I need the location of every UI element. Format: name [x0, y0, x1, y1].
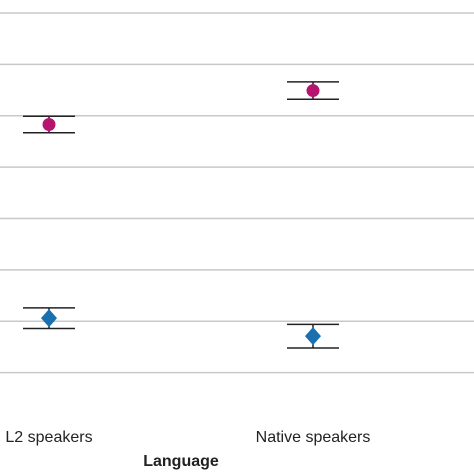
point-marker	[305, 327, 321, 346]
point-marker	[41, 309, 57, 328]
x-axis-label: Language	[143, 453, 219, 470]
point-marker	[42, 117, 56, 131]
x-tick-label: L2 speakers	[5, 429, 92, 446]
x-tick-label: Native speakers	[256, 429, 371, 446]
point-marker	[306, 84, 320, 98]
